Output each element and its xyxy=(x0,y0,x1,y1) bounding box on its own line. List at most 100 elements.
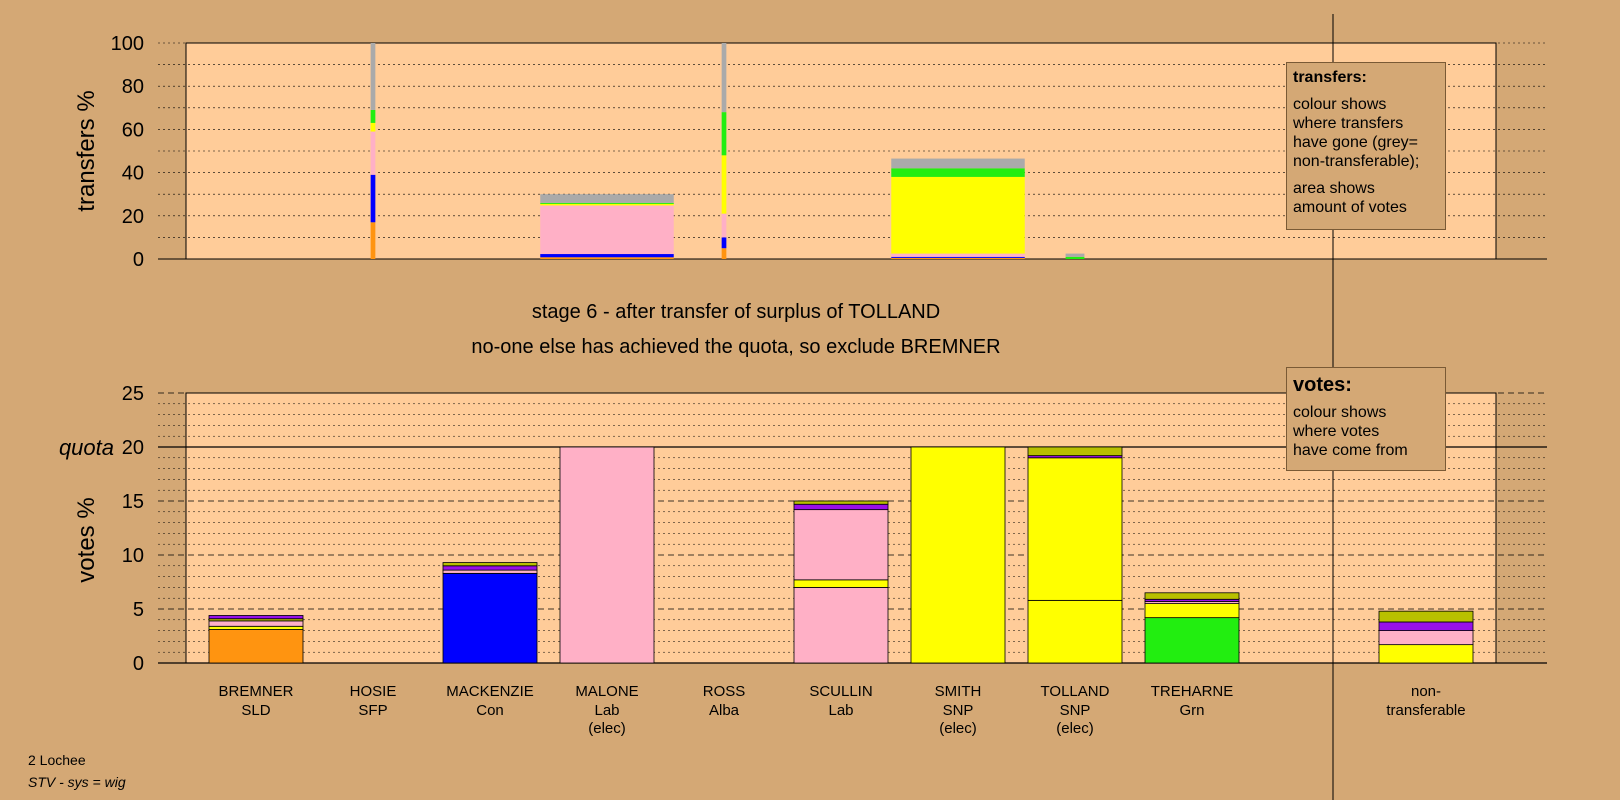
candidate-name: MACKENZIE xyxy=(446,683,534,700)
vote-segment-sld xyxy=(208,629,304,664)
candidate-labels: BREMNERSLDHOSIESFPMACKENZIEConMALONELab(… xyxy=(218,683,1465,737)
transfer-segment-lab xyxy=(370,131,376,175)
y-tick-label: 20 xyxy=(122,437,144,459)
transfer-segment-nontransferable xyxy=(1065,253,1085,257)
y-tick-label: 80 xyxy=(122,76,144,98)
vote-column-tolland xyxy=(1027,446,1123,664)
vote-column-malone xyxy=(559,446,655,664)
ward-name: 2 Lochee xyxy=(28,752,86,768)
candidate-name: BREMNER xyxy=(218,683,293,700)
vote-column-scullin xyxy=(793,500,889,664)
vote-segment-snp xyxy=(793,579,889,588)
y-tick-label: 40 xyxy=(122,163,144,185)
votes-y-axis-label: votes % xyxy=(73,497,100,582)
candidate-party: Lab xyxy=(594,702,619,719)
votes-legend-text: have come from xyxy=(1293,442,1408,459)
vote-column-non-transferable xyxy=(1378,610,1474,664)
transfer-segment-nontransferable xyxy=(891,158,1025,169)
transfer-segment-con xyxy=(540,254,674,258)
candidate-party: Grn xyxy=(1179,702,1204,719)
transfer-column-malone xyxy=(540,194,674,259)
votes-legend-text: where votes xyxy=(1293,423,1380,440)
vote-segment-lab xyxy=(1378,630,1474,646)
transfer-column-smith xyxy=(891,158,1025,259)
transfer-segment-snp xyxy=(721,155,727,214)
votes-legend: votes: colour shows where votes have com… xyxy=(1286,367,1446,471)
y-tick-label: 100 xyxy=(111,33,144,55)
transfer-segment-snp xyxy=(370,122,376,132)
vote-segment-lab xyxy=(208,620,304,627)
vote-column-mackenzie xyxy=(442,562,538,664)
vote-segment-grn xyxy=(1144,617,1240,664)
transfer-segment-con xyxy=(721,237,727,249)
vote-segment-lab xyxy=(559,446,655,664)
transfer-segment-con xyxy=(370,174,376,223)
vote-segment-lab xyxy=(793,509,889,581)
candidate-name: SMITH xyxy=(935,683,982,700)
candidate-status: (elec) xyxy=(588,720,626,737)
candidate-party: SFP xyxy=(358,702,387,719)
candidate-status: (elec) xyxy=(1056,720,1094,737)
transfer-segment-grn xyxy=(891,168,1025,177)
transfer-segment-snp xyxy=(540,203,674,206)
candidate-name: SCULLIN xyxy=(809,683,872,700)
transfer-segment-lab xyxy=(721,213,727,238)
candidate-name: HOSIE xyxy=(350,683,397,700)
vote-segment-snp xyxy=(1378,644,1474,664)
votes-y-ticks: 0 5 10 15 20 25 xyxy=(122,383,144,675)
vote-column-bremner xyxy=(208,615,304,664)
candidate-name: TOLLAND xyxy=(1041,683,1110,700)
vote-segment-sfp xyxy=(442,562,538,567)
transfers-legend-text: amount of votes xyxy=(1293,199,1407,216)
y-tick-label: 20 xyxy=(122,206,144,228)
transfer-segment-nontransferable xyxy=(721,43,727,113)
candidate-name: MALONE xyxy=(575,683,638,700)
nontransferable-label: non- xyxy=(1411,683,1441,700)
candidate-party: Con xyxy=(476,702,504,719)
y-tick-label: 60 xyxy=(122,119,144,141)
vote-segment-alba xyxy=(442,565,538,571)
vote-segment-sfp xyxy=(1378,610,1474,623)
transfer-segment-con xyxy=(891,256,1025,258)
votes-legend-text: colour shows xyxy=(1293,404,1387,421)
y-tick-label: 5 xyxy=(133,599,144,621)
transfer-column-tolland xyxy=(1065,253,1085,259)
candidate-status: (elec) xyxy=(939,720,977,737)
vote-segment-alba xyxy=(793,503,889,511)
stage-title: stage 6 - after transfer of surplus of T… xyxy=(532,301,940,323)
quota-label: quota xyxy=(59,435,114,460)
y-tick-label: 25 xyxy=(122,383,144,405)
votes-legend-heading: votes: xyxy=(1293,374,1352,396)
transfers-legend-text: have gone (grey= xyxy=(1293,134,1418,151)
votes-bars xyxy=(208,446,1474,664)
transfers-legend-text: where transfers xyxy=(1293,115,1404,132)
transfer-segment-nontransferable xyxy=(540,194,674,203)
vote-segment-con xyxy=(442,572,538,664)
candidate-party: Lab xyxy=(828,702,853,719)
vote-segment-snp xyxy=(1144,603,1240,619)
transfers-y-ticks: 0 20 40 60 80 100 xyxy=(111,33,144,271)
transfer-column-hosie xyxy=(370,43,376,259)
vote-segment-snp xyxy=(208,625,304,630)
transfer-segment-sld xyxy=(540,257,674,259)
vote-segment-lab xyxy=(793,587,889,664)
transfer-segment-sld xyxy=(370,222,376,259)
transfer-segment-sld xyxy=(891,257,1025,259)
candidate-party: SNP xyxy=(943,702,974,719)
transfer-segment-nontransferable xyxy=(370,43,376,110)
transfer-segment-grn xyxy=(540,202,674,204)
transfers-legend-text: non-transferable); xyxy=(1293,153,1420,170)
y-tick-label: 15 xyxy=(122,491,144,513)
vote-column-smith xyxy=(910,446,1006,664)
vote-segment-sfp xyxy=(1027,446,1123,457)
vote-segment-alba xyxy=(208,615,304,620)
vote-column-treharne xyxy=(1144,592,1240,664)
stage-subtitle: no-one else has achieved the quota, so e… xyxy=(471,336,1000,358)
candidate-party: Alba xyxy=(709,702,740,719)
candidate-name: ROSS xyxy=(703,683,746,700)
transfer-column-ross xyxy=(721,43,727,259)
vote-segment-alba xyxy=(1378,621,1474,632)
transfers-legend-heading: transfers: xyxy=(1293,69,1367,86)
candidate-name: TREHARNE xyxy=(1151,683,1234,700)
